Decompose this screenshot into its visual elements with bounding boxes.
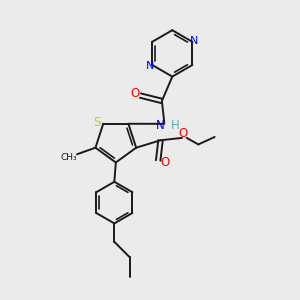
Text: O: O (130, 87, 140, 100)
Text: O: O (179, 127, 188, 140)
Text: N: N (190, 36, 199, 46)
Text: S: S (93, 116, 100, 129)
Text: H: H (171, 119, 180, 132)
Text: O: O (160, 156, 169, 170)
Text: N: N (146, 61, 154, 70)
Text: N: N (155, 119, 164, 132)
Text: CH₃: CH₃ (60, 153, 77, 162)
